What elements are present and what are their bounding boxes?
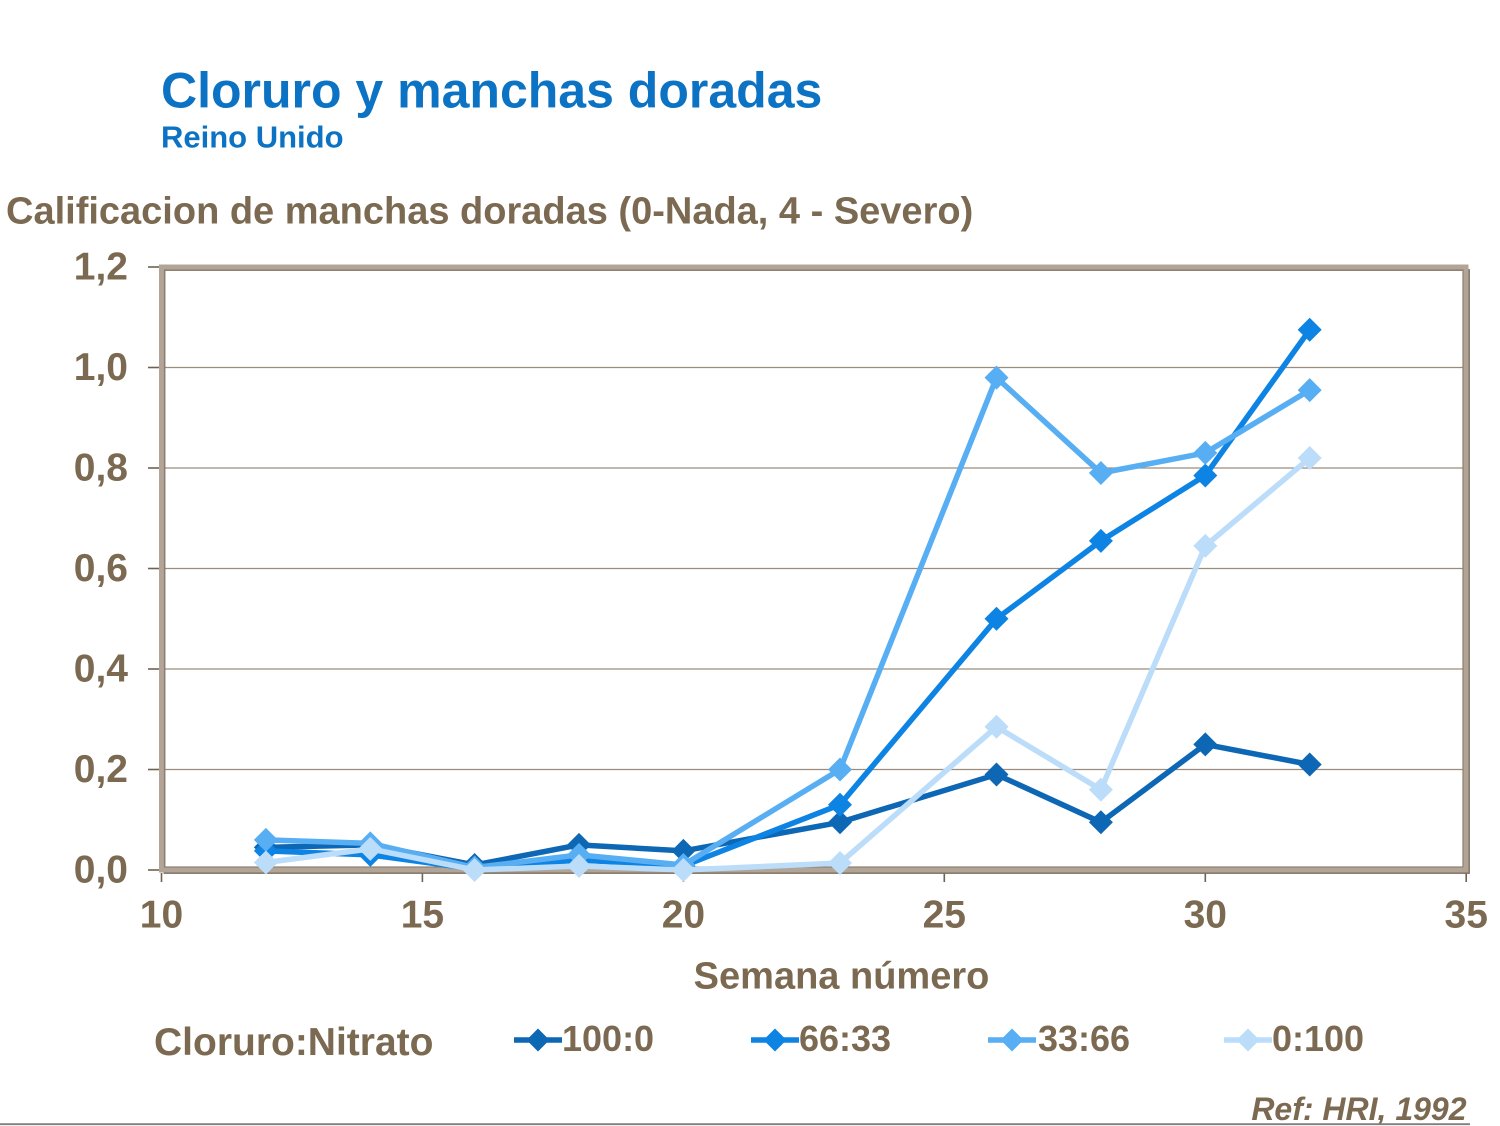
svg-text:33:66: 33:66 xyxy=(1038,1018,1130,1059)
svg-text:1,0: 1,0 xyxy=(74,346,128,389)
svg-text:0,2: 0,2 xyxy=(74,748,128,791)
svg-text:30: 30 xyxy=(1184,894,1227,937)
svg-text:Cloruro:Nitrato: Cloruro:Nitrato xyxy=(154,1021,433,1064)
svg-text:66:33: 66:33 xyxy=(799,1018,891,1059)
svg-text:0,0: 0,0 xyxy=(74,848,128,891)
svg-text:20: 20 xyxy=(662,894,705,937)
svg-text:100:0: 100:0 xyxy=(562,1018,654,1059)
svg-text:Calificacion de manchas dorada: Calificacion de manchas doradas (0-Nada,… xyxy=(6,191,973,233)
svg-text:Semana número: Semana número xyxy=(694,956,990,998)
svg-text:15: 15 xyxy=(401,894,444,937)
svg-text:Cloruro y manchas doradas: Cloruro y manchas doradas xyxy=(161,63,822,119)
svg-text:0,4: 0,4 xyxy=(74,647,129,690)
svg-text:35: 35 xyxy=(1445,894,1488,937)
svg-text:25: 25 xyxy=(923,894,966,937)
svg-text:0:100: 0:100 xyxy=(1272,1018,1364,1059)
svg-text:10: 10 xyxy=(140,894,183,937)
svg-text:Reino Unido: Reino Unido xyxy=(161,120,344,155)
svg-text:1,2: 1,2 xyxy=(74,245,128,288)
svg-text:Ref: HRI, 1992: Ref: HRI, 1992 xyxy=(1251,1091,1466,1126)
svg-text:0,6: 0,6 xyxy=(74,547,128,590)
svg-text:0,8: 0,8 xyxy=(74,446,128,489)
